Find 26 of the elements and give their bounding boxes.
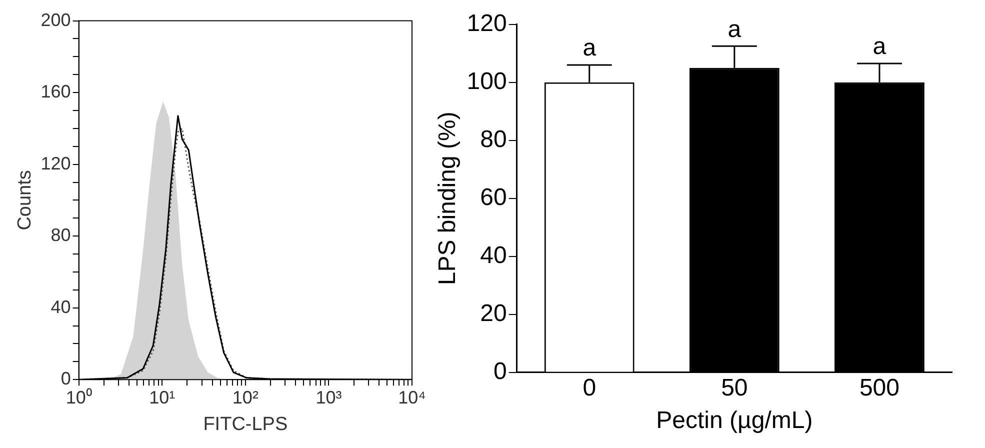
y-tick-label: 80: [480, 126, 507, 154]
x-tick-label: 10⁰: [66, 387, 92, 408]
x-axis-title: FITC-LPS: [203, 414, 288, 435]
y-tick-label: 40: [480, 242, 507, 270]
y-tick-label: 20: [480, 300, 507, 328]
x-tick-label: 10¹: [149, 387, 176, 408]
annotation: a: [582, 34, 597, 62]
y-axis-title: Counts: [14, 170, 36, 230]
y-tick-label: 100: [466, 68, 507, 96]
x-axis-title: Pectin (µg/mL): [656, 407, 813, 434]
x-tick-label: 10⁴: [398, 387, 426, 408]
x-tick-label: 500: [859, 374, 900, 402]
y-tick-label: 40: [50, 296, 71, 317]
y-axis-title: LPS binding (%): [434, 112, 462, 286]
annotation: a: [872, 33, 887, 60]
y-tick-label: 60: [480, 184, 507, 212]
x-tick-label: 50: [721, 374, 748, 402]
y-tick-label: 120: [466, 10, 507, 38]
x-tick-label: 10²: [232, 387, 258, 408]
y-tick-label: 200: [40, 10, 71, 30]
y-tick-label: 120: [40, 153, 71, 174]
y-tick-label: 80: [50, 225, 71, 246]
x-tick-label: 10³: [316, 387, 342, 408]
y-tick-label: 160: [40, 82, 71, 102]
x-tick-label: 0: [582, 374, 596, 402]
annotation: a: [728, 16, 742, 43]
